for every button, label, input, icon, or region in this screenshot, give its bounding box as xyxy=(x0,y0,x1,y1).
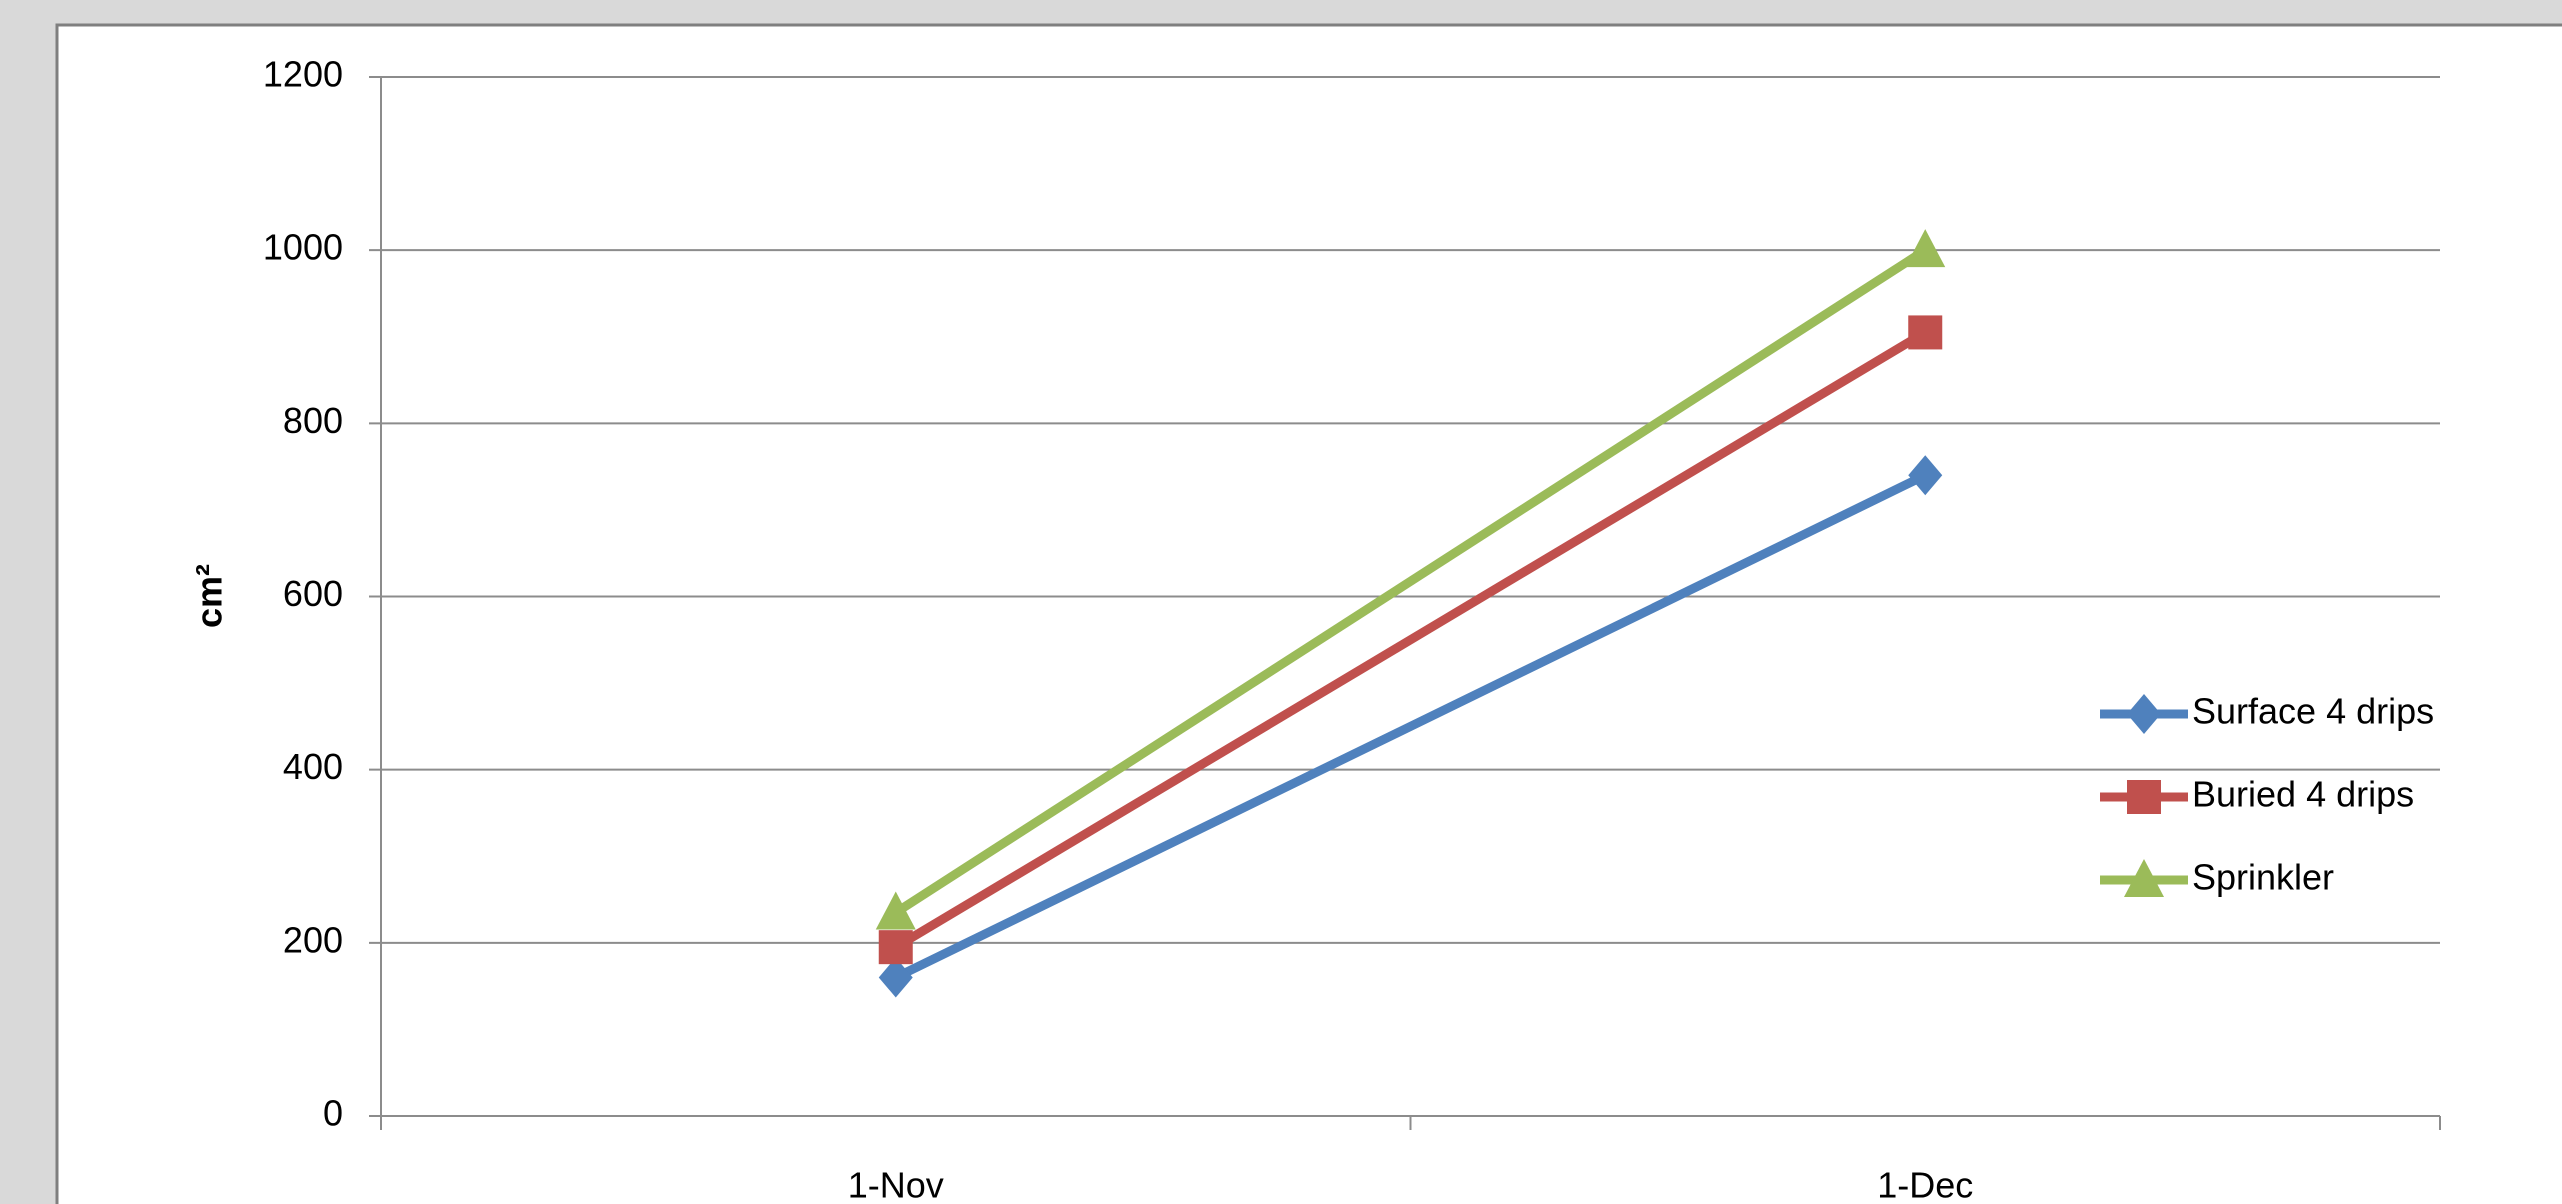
data-point xyxy=(878,930,913,965)
legend-label: Sprinkler xyxy=(2192,857,2334,898)
data-point xyxy=(1905,229,1946,268)
y-tick-label: 200 xyxy=(283,919,343,960)
data-point xyxy=(1908,455,1943,496)
series-line xyxy=(893,328,1928,952)
legend-label: Surface 4 drips xyxy=(2192,691,2434,732)
series-line xyxy=(893,246,1928,917)
y-axis-title: cm² xyxy=(189,564,230,628)
y-tick-label: 1000 xyxy=(263,227,343,268)
y-tick-label: 800 xyxy=(283,400,343,441)
y-tick-label: 600 xyxy=(283,573,343,614)
legend-marker xyxy=(2127,694,2161,734)
legend-marker xyxy=(2124,859,2164,897)
data-point xyxy=(875,891,916,930)
data-point xyxy=(878,957,913,998)
x-tick-label: 1-Nov xyxy=(848,1165,944,1204)
y-tick-label: 400 xyxy=(283,746,343,787)
legend-marker xyxy=(2127,780,2161,814)
data-point xyxy=(1908,315,1943,350)
y-tick-label: 0 xyxy=(323,1093,343,1134)
legend-label: Buried 4 drips xyxy=(2192,774,2414,815)
x-tick-label: 1-Dec xyxy=(1877,1165,1973,1204)
y-tick-label: 1200 xyxy=(263,54,343,95)
series-line xyxy=(893,471,1928,982)
chart-area xyxy=(55,23,2562,1204)
